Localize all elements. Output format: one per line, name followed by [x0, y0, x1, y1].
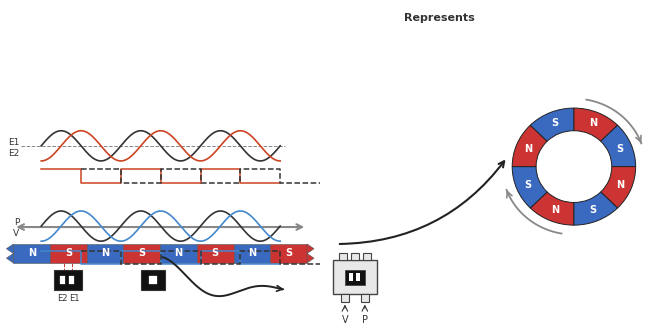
Text: N: N	[524, 144, 532, 153]
Text: S: S	[590, 205, 597, 215]
Text: N: N	[101, 249, 109, 258]
Wedge shape	[601, 167, 636, 208]
Bar	[363, 253, 370, 260]
Polygon shape	[307, 244, 314, 263]
Bar	[361, 294, 369, 302]
Text: P: P	[14, 218, 20, 227]
Bar	[233, 244, 270, 263]
Text: E2: E2	[57, 294, 68, 303]
Bar	[69, 276, 74, 284]
Text: N: N	[589, 118, 597, 128]
Text: S: S	[616, 144, 623, 153]
Text: E2: E2	[8, 149, 20, 158]
Bar	[356, 273, 360, 281]
Text: V: V	[13, 229, 20, 238]
Bar	[197, 244, 233, 263]
Bar	[351, 253, 359, 260]
Text: N: N	[28, 249, 36, 258]
Bar	[345, 269, 365, 285]
Bar	[60, 276, 65, 284]
Wedge shape	[574, 108, 618, 141]
Bar	[14, 244, 50, 263]
Text: V: V	[342, 315, 348, 325]
Bar	[339, 253, 347, 260]
Bar	[341, 294, 349, 302]
Polygon shape	[6, 244, 14, 263]
Bar	[333, 260, 377, 294]
Text: S: S	[285, 249, 293, 258]
Bar	[149, 276, 157, 284]
Text: E1: E1	[69, 294, 79, 303]
Bar	[141, 269, 164, 290]
Text: N: N	[551, 205, 559, 215]
Wedge shape	[512, 167, 547, 208]
Text: S: S	[138, 249, 146, 258]
Text: P: P	[362, 315, 368, 325]
Bar	[54, 269, 82, 290]
Bar	[50, 244, 86, 263]
Wedge shape	[574, 192, 618, 225]
Bar	[349, 273, 353, 281]
Wedge shape	[601, 125, 636, 167]
Text: S: S	[525, 180, 532, 190]
Wedge shape	[530, 108, 574, 141]
Bar	[270, 244, 307, 263]
Wedge shape	[530, 192, 574, 225]
Wedge shape	[512, 125, 547, 167]
Text: N: N	[616, 180, 624, 190]
Text: S: S	[551, 118, 558, 128]
Text: N: N	[248, 249, 256, 258]
Bar	[124, 244, 160, 263]
Text: N: N	[174, 249, 183, 258]
Bar	[160, 244, 197, 263]
Text: E1: E1	[8, 137, 20, 147]
Text: Represents: Represents	[404, 13, 475, 23]
Text: S: S	[65, 249, 72, 258]
Text: S: S	[212, 249, 219, 258]
Bar	[86, 244, 124, 263]
